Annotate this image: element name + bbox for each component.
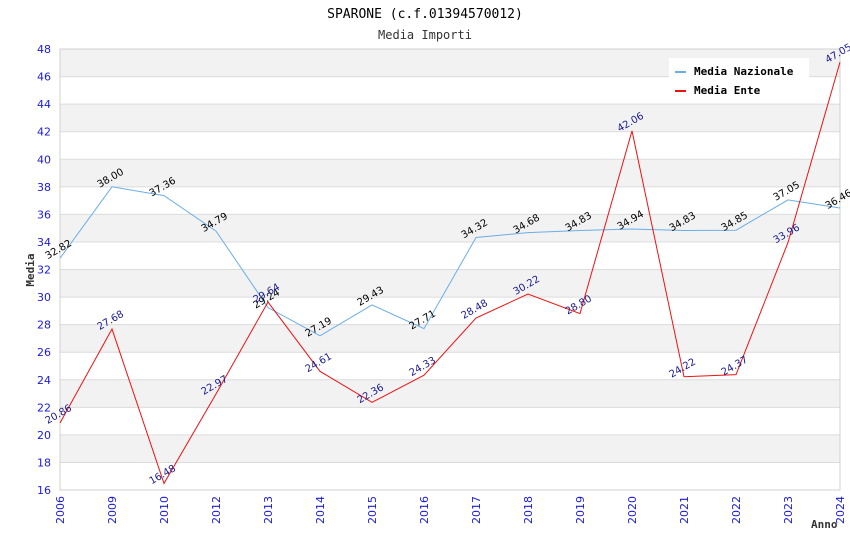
data-label: 36.46 xyxy=(824,188,850,212)
y-tick-label: 48 xyxy=(37,43,51,56)
x-axis-ticks: 2006 2009 2010 2012 2013 2014 2015 2016 2017 2018… xyxy=(54,496,847,524)
grid-band xyxy=(60,379,840,408)
x-tick-label: 2017 xyxy=(470,496,483,524)
x-tick-label: 2019 xyxy=(574,496,587,524)
y-tick-label: 20 xyxy=(37,429,51,442)
y-tick-label: 30 xyxy=(37,291,51,304)
y-tick-label: 34 xyxy=(37,236,51,249)
plot-area-border xyxy=(59,48,841,491)
x-axis-label: Anno xyxy=(811,518,838,531)
y-tick-label: 16 xyxy=(37,484,51,497)
plot-bands xyxy=(60,49,840,463)
legend-label-media-nazionale: Media Nazionale xyxy=(694,65,794,78)
grid-band xyxy=(60,159,840,187)
x-tick-label: 2006 xyxy=(54,496,67,524)
y-tick-label: 24 xyxy=(37,374,51,387)
legend-label-media-ente: Media Ente xyxy=(694,84,761,97)
x-tick-label: 2012 xyxy=(210,496,223,524)
y-tick-label: 18 xyxy=(37,456,51,469)
y-axis-ticks: 16 18 20 22 24 26 28 30 32 34 36 38 40 42 44 46 48 xyxy=(37,43,51,497)
grid-band xyxy=(60,214,840,242)
y-tick-label: 32 xyxy=(37,264,51,277)
x-tick-label: 2013 xyxy=(262,496,275,524)
legend: Media Nazionale Media Ente xyxy=(669,58,809,102)
y-tick-label: 46 xyxy=(37,71,51,84)
gridlines xyxy=(60,48,840,491)
x-tick-label: 2015 xyxy=(366,496,379,524)
chart-title: SPARONE (c.f.01394570012) xyxy=(327,7,523,22)
chart-subtitle: Media Importi xyxy=(378,28,472,42)
y-tick-label: 40 xyxy=(37,153,51,166)
series-line-media-nazionale xyxy=(59,186,841,337)
data-label: 28.48 xyxy=(460,298,490,322)
y-tick-label: 42 xyxy=(37,126,51,139)
y-tick-label: 22 xyxy=(37,401,51,414)
data-label: 24.22 xyxy=(668,357,698,381)
x-tick-label: 2024 xyxy=(834,496,847,524)
x-tick-label: 2016 xyxy=(418,496,431,524)
x-tick-label: 2014 xyxy=(314,496,327,524)
series-line-media-ente xyxy=(59,61,841,485)
legend-swatch-media-ente xyxy=(675,90,686,92)
x-tick-label: 2020 xyxy=(626,496,639,524)
y-tick-label: 44 xyxy=(37,98,51,111)
y-tick-label: 36 xyxy=(37,208,51,221)
x-tick-label: 2022 xyxy=(730,496,743,524)
legend-swatch-media-nazionale xyxy=(675,71,686,73)
grid-band xyxy=(60,104,840,132)
y-axis-label: Media xyxy=(24,253,37,286)
y-tick-label: 26 xyxy=(37,346,51,359)
grid-band xyxy=(60,434,840,463)
series-lines xyxy=(59,61,841,485)
grid-band xyxy=(60,324,840,353)
x-tick-label: 2010 xyxy=(158,496,171,524)
data-label: 16.48 xyxy=(148,463,178,487)
x-tick-label: 2009 xyxy=(106,496,119,524)
legend-box xyxy=(669,58,809,102)
x-tick-label: 2023 xyxy=(782,496,795,524)
y-tick-label: 28 xyxy=(37,319,51,332)
y-tick-label: 38 xyxy=(37,181,51,194)
x-tick-label: 2021 xyxy=(678,496,691,524)
x-tick-label: 2018 xyxy=(522,496,535,524)
